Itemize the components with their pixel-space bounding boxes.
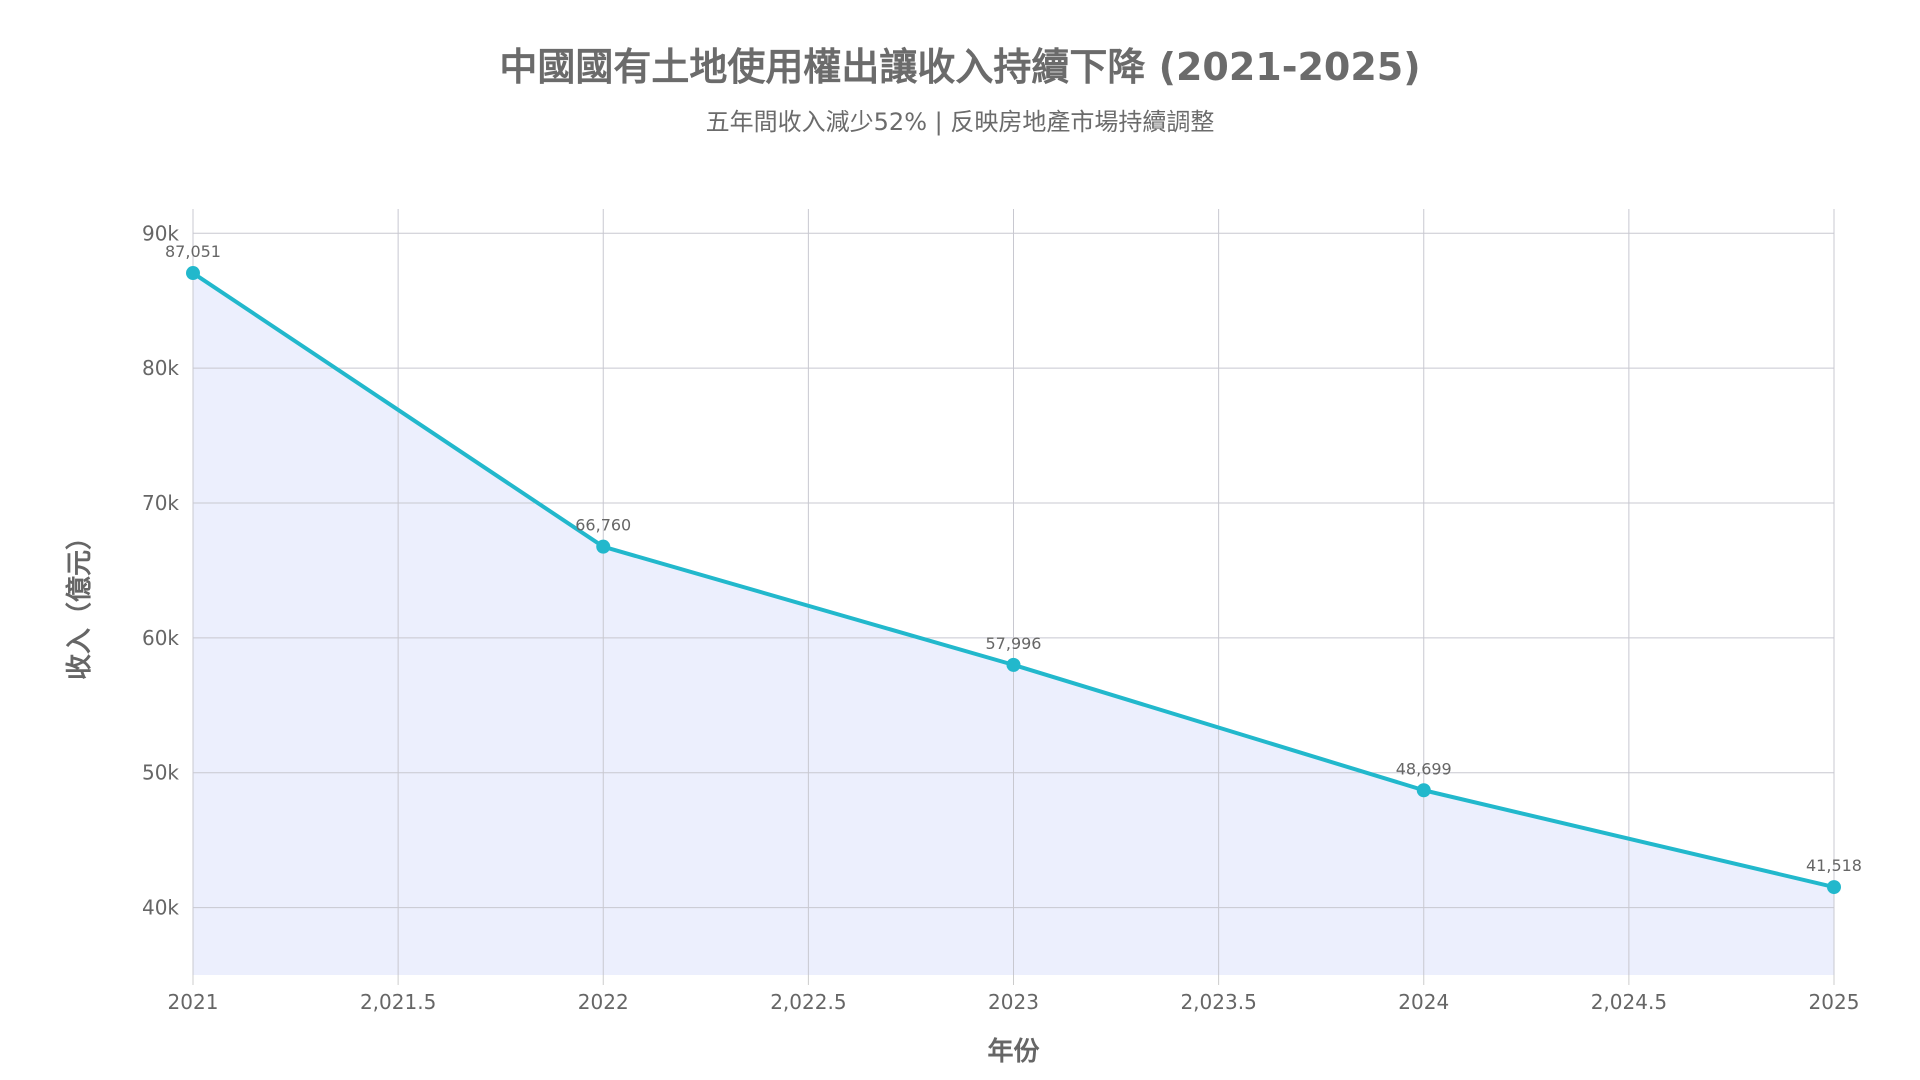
x-tick-label: 2024 [1398,990,1449,1014]
y-tick-label: 40k [142,896,179,920]
data-point [1006,657,1021,672]
y-tick-label: 70k [142,491,179,515]
x-axis-title: 年份 [987,1036,1039,1067]
data-label: 66,760 [575,516,631,535]
y-tick-label: 90k [142,221,179,245]
data-label: 41,518 [1806,856,1862,875]
y-axis-title: 收入（億元） [65,524,95,680]
y-tick-label: 60k [142,626,179,650]
data-point [1827,880,1841,895]
x-tick-label: 2,021.5 [360,990,436,1014]
data-point [596,539,611,554]
data-label: 87,051 [165,242,221,261]
x-tick-label: 2,024.5 [1591,990,1667,1014]
x-tick-label: 2,023.5 [1180,990,1256,1014]
x-tick-label: 2,022.5 [770,990,846,1014]
x-tick-label: 2025 [1809,990,1860,1014]
x-tick-label: 2023 [988,990,1039,1014]
x-tick-label: 2022 [578,990,629,1014]
data-point [186,266,200,281]
y-tick-label: 80k [142,356,179,380]
y-tick-label: 50k [142,761,179,785]
chart-subtitle: 五年間收入減少52% | 反映房地產市場持續調整 [705,108,1215,136]
data-point [1416,783,1431,798]
data-label: 57,996 [986,634,1042,653]
x-tick-label: 2021 [168,990,219,1014]
data-label: 48,699 [1396,759,1452,778]
chart-title: 中國國有土地使用權出讓收入持續下降 (2021-2025) [499,45,1421,89]
